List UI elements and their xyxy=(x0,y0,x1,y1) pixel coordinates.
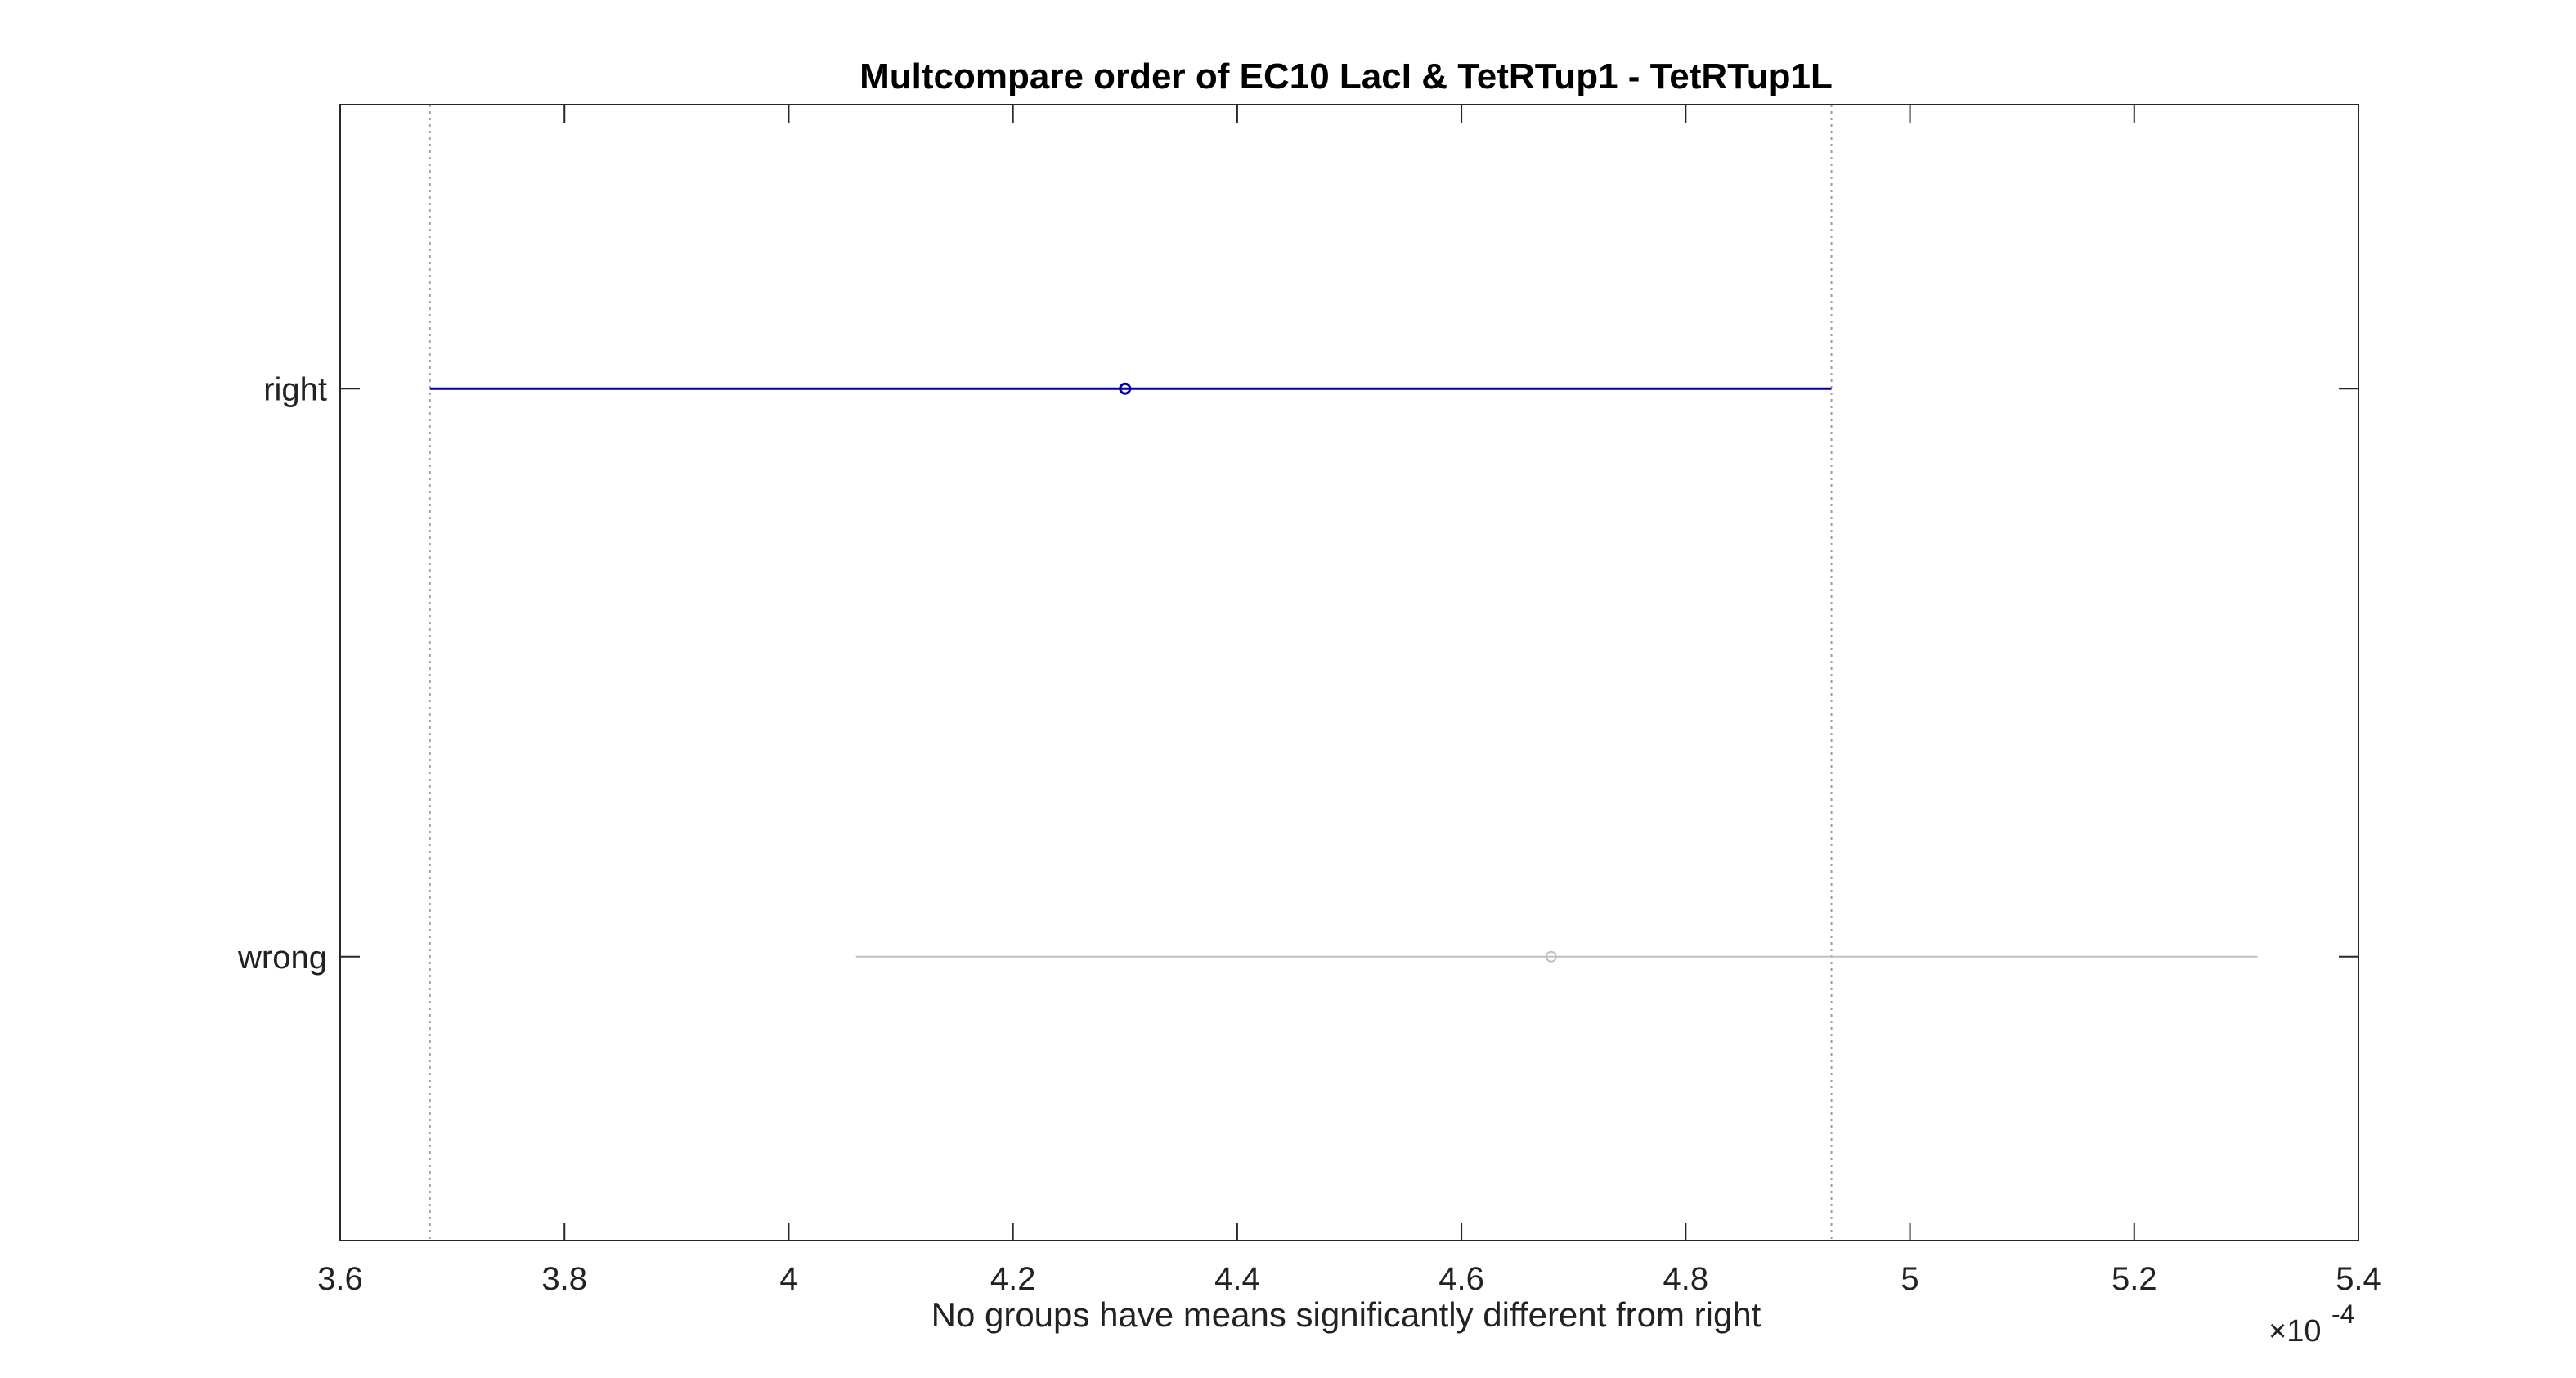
plot-area-box xyxy=(339,104,2359,1241)
x-tick-label: 4.4 xyxy=(1214,1261,1260,1297)
x-tick-label: 5 xyxy=(1901,1261,1919,1297)
x-tick-label: 5.2 xyxy=(2112,1261,2157,1297)
x-axis-exponent: ×10 -4 xyxy=(2269,1299,2354,1349)
x-tick-label: 4.6 xyxy=(1438,1261,1484,1297)
mean-marker-right xyxy=(1119,382,1132,395)
x-tick-label: 4.2 xyxy=(990,1261,1036,1297)
y-tick-label-wrong: wrong xyxy=(237,940,327,976)
chart-title: Multcompare order of EC10 LacI & TetRTup… xyxy=(859,56,1833,97)
x-tick-label: 4 xyxy=(779,1261,797,1297)
comparison-intervals xyxy=(429,382,2258,963)
y-axis-ticks: right wrong xyxy=(237,371,2358,976)
mean-marker-wrong xyxy=(1545,950,1557,963)
x-tick-label: 4.8 xyxy=(1663,1261,1709,1297)
x-axis-exponent-base: ×10 xyxy=(2269,1314,2321,1349)
x-axis-exponent-power: -4 xyxy=(2331,1299,2354,1329)
x-tick-label: 3.8 xyxy=(541,1261,587,1297)
x-tick-label: 3.6 xyxy=(317,1261,363,1297)
y-tick-label-right: right xyxy=(263,371,327,407)
x-axis-ticks: 3.6 3.8 4 4.2 4.4 4.6 4.8 5 5.2 5.4 xyxy=(317,105,2381,1297)
x-axis-label: No groups have means significantly diffe… xyxy=(931,1295,1761,1334)
x-tick-label: 5.4 xyxy=(2336,1261,2381,1297)
